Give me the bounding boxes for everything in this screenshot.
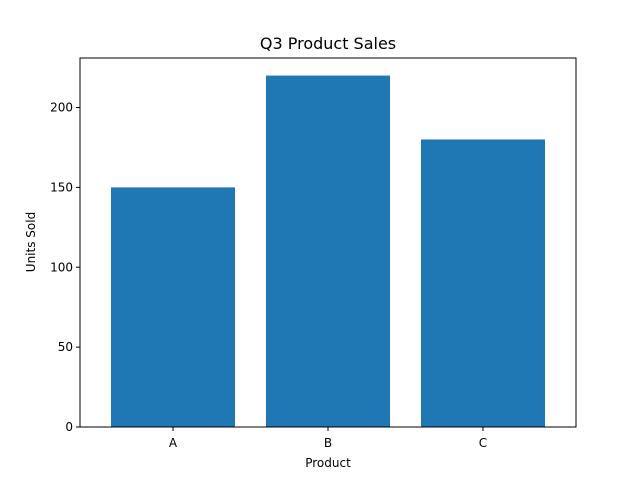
y-axis-ticks: 0 50 100 150 200 <box>50 101 80 434</box>
y-axis-label: Units Sold <box>24 212 38 272</box>
x-axis-label: Product <box>305 456 351 470</box>
chart-title: Q3 Product Sales <box>260 34 396 53</box>
x-tick-label-C: C <box>479 436 487 450</box>
y-tick-label: 150 <box>50 180 73 194</box>
y-tick-label: 0 <box>65 420 73 434</box>
y-tick-label: 100 <box>50 260 73 274</box>
x-axis-ticks: A B C <box>169 427 487 450</box>
y-tick-label: 200 <box>50 101 73 115</box>
x-tick-label-B: B <box>324 436 332 450</box>
bar-B <box>266 75 390 428</box>
bar-A <box>111 187 235 427</box>
bars-group <box>111 75 545 428</box>
x-tick-label-A: A <box>169 436 178 450</box>
bar-C <box>421 139 545 427</box>
y-tick-label: 50 <box>58 340 73 354</box>
